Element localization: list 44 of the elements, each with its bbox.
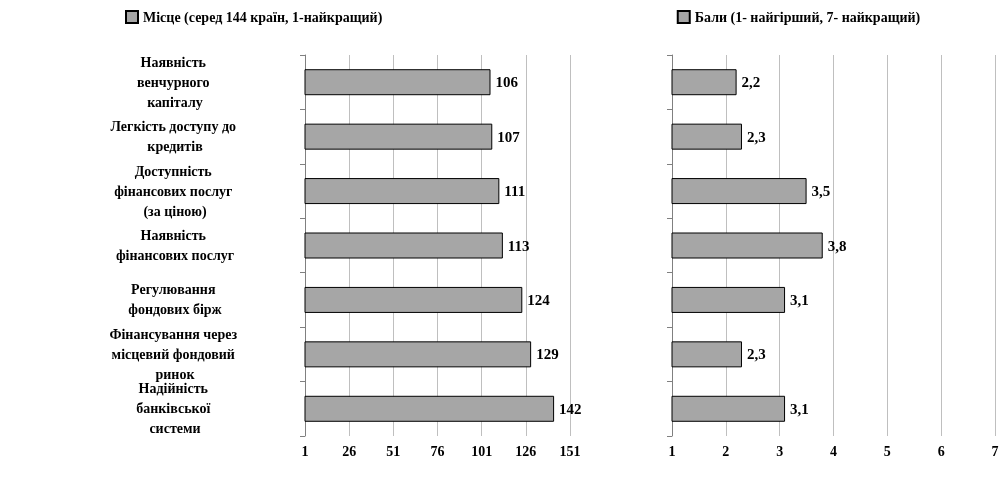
x-tick-label: 5 <box>883 443 891 459</box>
data-label: 3,5 <box>811 183 831 200</box>
y-tick-label: Доступність фінансових послуг (за ціною) <box>114 163 236 220</box>
data-label: 111 <box>504 183 526 200</box>
legend-label: Бали (1- найгірший, 7- найкращий) <box>694 9 921 26</box>
data-label: 113 <box>507 237 530 254</box>
data-label: 106 <box>495 74 519 91</box>
x-tick-label: 2 <box>722 443 730 459</box>
data-label: 142 <box>559 400 582 417</box>
y-tick-label: Наявність фінансових послуг <box>115 228 235 263</box>
y-tick-label: Регулювання фондових бірж <box>128 282 223 318</box>
bar <box>304 178 500 205</box>
x-tick-label: 7 <box>991 443 999 459</box>
x-tick-label: 151 <box>559 443 581 459</box>
bar <box>304 341 532 368</box>
y-tick-label: Наявність венчурного капіталу <box>136 54 214 110</box>
legend-label: Місце (серед 144 країн, 1-найкращий) <box>143 9 383 26</box>
y-tick-label: Легкість доступу до кредитів <box>110 119 240 155</box>
x-tick-label: 26 <box>342 443 357 459</box>
bar <box>304 69 491 96</box>
x-tick-label: 3 <box>776 443 784 459</box>
x-tick-label: 101 <box>471 443 493 459</box>
bar <box>304 123 493 150</box>
x-tick-label: 51 <box>386 443 401 459</box>
x-tick-label: 126 <box>515 443 537 459</box>
x-tick-label: 1 <box>668 443 676 459</box>
data-label: 2,3 <box>746 346 766 363</box>
data-label: 124 <box>527 291 551 308</box>
y-tick-label: Надійність банківської системи <box>136 381 214 437</box>
bar <box>304 286 523 313</box>
y-tick-label: Фінансування через місцевий фондовий ринок <box>109 326 241 382</box>
x-tick-label: 76 <box>430 443 445 459</box>
x-tick-label: 1 <box>301 443 309 459</box>
x-tick-label: 4 <box>830 443 837 459</box>
data-label: 2,2 <box>741 74 761 91</box>
bar <box>304 395 555 422</box>
data-label: 107 <box>497 128 521 145</box>
data-label: 129 <box>536 346 559 363</box>
data-label: 3,1 <box>790 291 809 308</box>
data-label: 3,1 <box>790 400 809 417</box>
x-tick-label: 6 <box>937 443 945 459</box>
data-label: 2,3 <box>746 128 766 145</box>
data-label: 3,8 <box>827 237 847 254</box>
bar <box>304 232 503 259</box>
